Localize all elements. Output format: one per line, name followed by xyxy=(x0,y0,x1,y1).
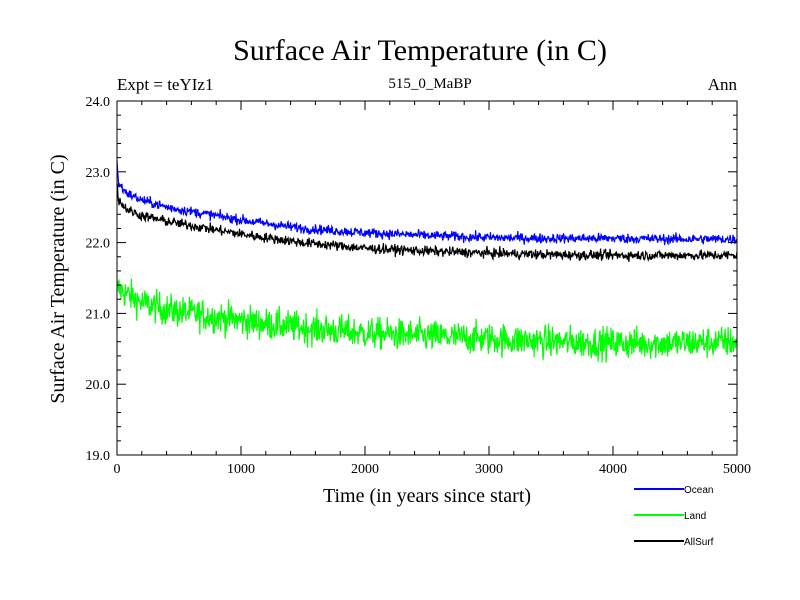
x-tick-label: 3000 xyxy=(475,462,503,477)
y-axis-label: Surface Air Temperature (in C) xyxy=(47,154,69,403)
x-axis-label: Time (in years since start) xyxy=(323,485,531,507)
axes-layer: 19.0 20.0 21.0 22.0 23.0 24.0 0 1000 2000 3000 400… xyxy=(86,95,752,477)
y-tick-label: 19.0 xyxy=(86,449,111,464)
chart-title: Surface Air Temperature (in C) xyxy=(233,34,607,67)
y-tick-label: 23.0 xyxy=(86,166,111,181)
y-tick-label: 24.0 xyxy=(86,95,111,110)
series-line-ocean xyxy=(116,160,738,246)
season-label: Ann xyxy=(708,75,738,94)
run-label: 515_0_MaBP xyxy=(388,76,471,92)
plot-frame xyxy=(116,100,738,456)
series-line-land xyxy=(116,278,738,363)
x-tick-label: 1000 xyxy=(227,462,255,477)
series-layer xyxy=(116,160,738,363)
series-line-allsurf xyxy=(116,183,738,263)
x-tick-label: 5000 xyxy=(723,462,751,477)
legend-label-allsurf: AllSurf xyxy=(684,537,714,548)
legend-label-ocean: Ocean xyxy=(684,485,713,496)
y-tick-label: 20.0 xyxy=(86,378,111,393)
x-tick-label: 2000 xyxy=(351,462,379,477)
legend: Ocean Land AllSurf xyxy=(634,485,714,548)
legend-label-land: Land xyxy=(684,511,706,522)
y-tick-label: 21.0 xyxy=(86,307,111,322)
x-tick-label: 0 xyxy=(114,462,121,477)
x-tick-label: 4000 xyxy=(599,462,627,477)
y-tick-label: 22.0 xyxy=(86,237,111,252)
experiment-label: Expt = teYIz1 xyxy=(117,75,213,94)
